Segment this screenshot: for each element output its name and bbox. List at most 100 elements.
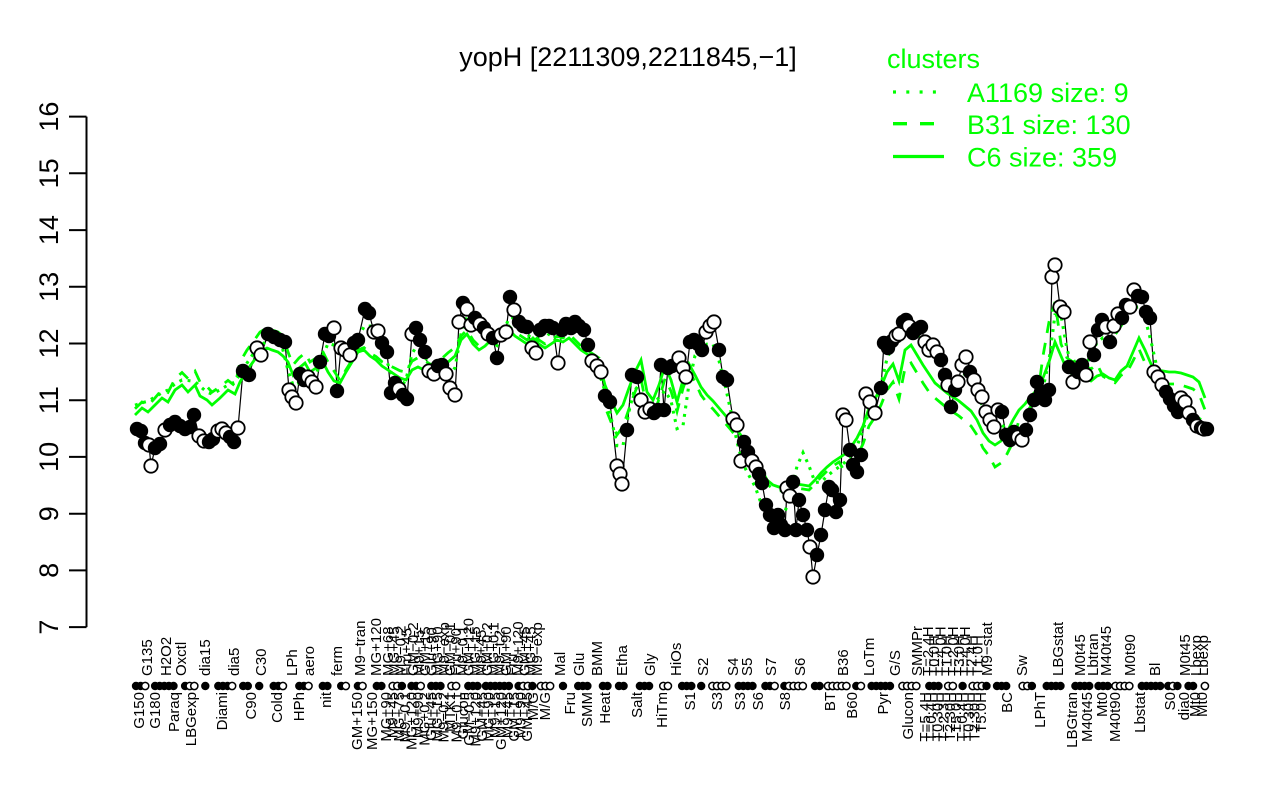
svg-text:MG+45: MG+45: [523, 626, 540, 676]
svg-text:Lbstat: Lbstat: [1132, 691, 1149, 733]
svg-text:T=4.0H: T=4.0H: [932, 626, 949, 676]
svg-text:Etha: Etha: [614, 644, 631, 676]
svg-text:M9+90: M9+90: [512, 692, 529, 738]
svg-text:Gly: Gly: [642, 653, 659, 676]
svg-text:C90: C90: [243, 692, 260, 720]
svg-text:Glucon: Glucon: [900, 692, 917, 740]
svg-text:M0t45: M0t45: [1072, 634, 1089, 676]
svg-text:dia5: dia5: [226, 648, 243, 676]
svg-text:M9−0.2: M9−0.2: [392, 626, 409, 676]
svg-text:Oxctl: Oxctl: [173, 642, 190, 676]
svg-text:clusters: clusters: [887, 44, 980, 74]
svg-text:LBGexp: LBGexp: [183, 692, 200, 746]
svg-text:T0.30H: T0.30H: [960, 692, 977, 741]
svg-text:S6: S6: [792, 658, 809, 676]
svg-text:Glu+45: Glu+45: [423, 692, 440, 741]
svg-text:Mal: Mal: [552, 652, 569, 676]
svg-text:9: 9: [34, 506, 64, 521]
svg-text:G180: G180: [147, 692, 164, 729]
svg-text:G150: G150: [131, 692, 148, 729]
svg-text:GM+45: GM+45: [519, 692, 536, 742]
svg-text:M9+45: M9+45: [384, 692, 401, 738]
svg-text:M9+45: M9+45: [500, 692, 517, 738]
svg-text:S3: S3: [709, 692, 726, 710]
svg-text:dia0: dia0: [1176, 692, 1193, 720]
svg-text:H2O2: H2O2: [158, 637, 175, 676]
svg-text:LPh: LPh: [284, 649, 301, 676]
svg-text:Fru+45: Fru+45: [399, 628, 416, 676]
svg-text:M40t45: M40t45: [1098, 626, 1115, 676]
svg-text:Mt0: Mt0: [1194, 692, 1211, 717]
svg-text:GM+0.2: GM+0.2: [479, 622, 496, 676]
svg-text:Fru: Fru: [504, 654, 521, 677]
svg-text:MG+150: MG+150: [364, 692, 381, 750]
svg-text:HiOs: HiOs: [668, 643, 685, 676]
svg-text:T1.0H: T1.0H: [939, 635, 956, 676]
svg-text:BT: BT: [822, 692, 839, 711]
svg-text:nit: nit: [318, 691, 335, 708]
svg-text:MG+90: MG+90: [480, 692, 497, 742]
svg-text:B60: B60: [844, 692, 861, 719]
svg-text:SMM: SMM: [579, 692, 596, 727]
svg-text:MG+90: MG+90: [378, 692, 395, 742]
svg-text:MG+0.1: MG+0.1: [485, 622, 502, 676]
svg-text:S6: S6: [750, 692, 767, 710]
svg-text:Lbtran: Lbtran: [1085, 633, 1102, 676]
svg-text:11: 11: [34, 386, 64, 414]
svg-text:ferm: ferm: [329, 646, 346, 676]
svg-text:M40t45: M40t45: [1079, 692, 1096, 742]
svg-text:GM+15: GM+15: [417, 626, 434, 676]
svg-text:T=2.0H: T=2.0H: [945, 626, 962, 676]
svg-text:MG+75: MG+75: [391, 692, 408, 742]
svg-text:13: 13: [34, 272, 64, 302]
svg-text:T0.0H: T0.0H: [926, 635, 943, 676]
svg-text:T1.0H: T1.0H: [970, 635, 987, 676]
svg-text:LBGtran: LBGtran: [1064, 692, 1081, 748]
svg-text:Glucon: Glucon: [455, 692, 472, 740]
svg-text:Pyr: Pyr: [875, 692, 892, 715]
svg-text:S1: S1: [682, 692, 699, 710]
svg-text:12: 12: [34, 328, 64, 358]
svg-text:M9+45: M9+45: [473, 630, 490, 676]
svg-text:T5.0H: T5.0H: [948, 692, 965, 733]
svg-text:T=0.4H: T=0.4H: [923, 692, 940, 742]
svg-text:S5: S5: [739, 658, 756, 676]
svg-text:LPhT: LPhT: [1032, 692, 1049, 728]
svg-text:Heat: Heat: [597, 691, 614, 724]
svg-text:Fru: Fru: [562, 692, 579, 715]
svg-text:MG+15: MG+15: [467, 626, 484, 676]
svg-text:S4: S4: [725, 658, 742, 676]
svg-text:MG+120: MG+120: [404, 692, 421, 750]
svg-text:GM−0.2: GM−0.2: [405, 622, 422, 676]
svg-text:14: 14: [34, 215, 64, 245]
svg-text:GM+45: GM+45: [474, 692, 491, 742]
svg-text:GM−0.5: GM−0.5: [461, 692, 478, 746]
svg-text:SMMPr: SMMPr: [909, 626, 926, 676]
svg-text:M9+15: M9+15: [411, 630, 428, 676]
svg-text:M9−0.1: M9−0.1: [448, 692, 465, 742]
svg-text:16: 16: [34, 102, 64, 132]
svg-text:yopH [2211309,2211845,−1]: yopH [2211309,2211845,−1]: [459, 42, 797, 72]
svg-text:BC: BC: [999, 692, 1016, 713]
svg-text:M9+15: M9+15: [487, 692, 504, 738]
svg-text:Glu+90: Glu+90: [423, 627, 440, 676]
svg-text:MG+68: MG+68: [380, 626, 397, 676]
svg-text:Sw: Sw: [1014, 655, 1031, 676]
svg-text:M9−t.2: M9−t.2: [492, 630, 509, 676]
svg-text:LBGstat: LBGstat: [1050, 621, 1067, 676]
svg-text:MG+45: MG+45: [386, 626, 403, 676]
svg-text:A1169 size: 9: A1169 size: 9: [967, 78, 1129, 108]
svg-text:Cold: Cold: [269, 692, 286, 723]
svg-text:M40t90: M40t90: [1107, 692, 1124, 742]
svg-text:Bl: Bl: [1147, 663, 1164, 676]
svg-text:GM+15: GM+15: [506, 692, 523, 742]
svg-text:GM+120: GM+120: [461, 618, 478, 676]
svg-text:T=4.0H: T=4.0H: [957, 626, 974, 676]
svg-text:T2.30H: T2.30H: [967, 692, 984, 741]
svg-text:M9−0.1: M9−0.1: [454, 626, 471, 676]
svg-text:M9−exp: M9−exp: [529, 622, 546, 676]
svg-text:GM+90: GM+90: [498, 626, 515, 676]
svg-text:M9−exp: M9−exp: [436, 622, 453, 676]
svg-text:M9+120: M9+120: [468, 692, 485, 747]
svg-text:C6 size: 359: C6 size: 359: [967, 143, 1117, 173]
